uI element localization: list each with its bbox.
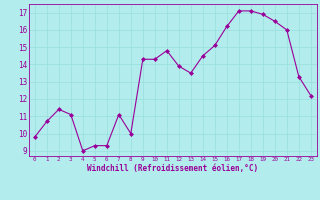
X-axis label: Windchill (Refroidissement éolien,°C): Windchill (Refroidissement éolien,°C) [87,164,258,173]
